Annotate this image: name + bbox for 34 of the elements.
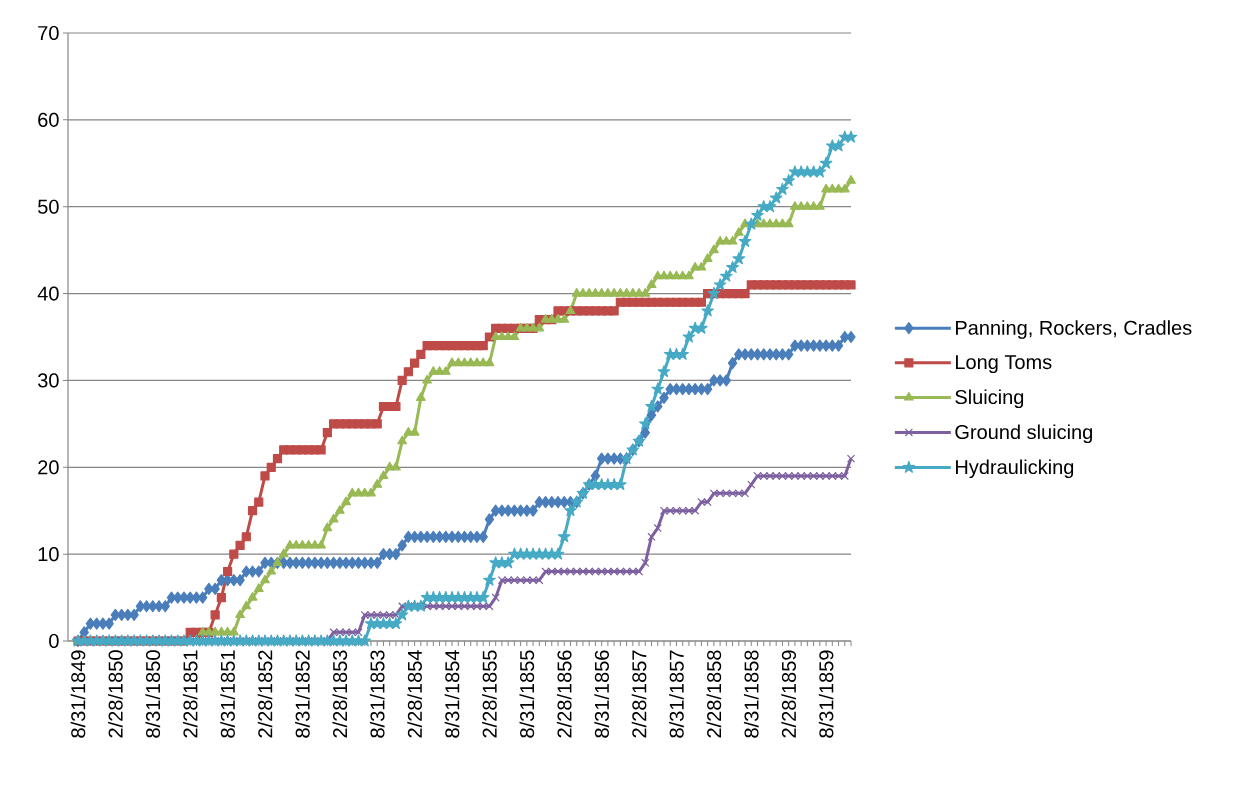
x-tick-label: 8/31/1849 bbox=[70, 650, 86, 738]
x-tick-label: 2/28/1859 bbox=[781, 650, 797, 738]
x-tick-label: 8/31/1853 bbox=[369, 650, 385, 738]
x-tick-label: 8/31/1858 bbox=[743, 650, 759, 738]
y-tick-label: 70 bbox=[38, 25, 59, 41]
x-tick-label: 2/28/1853 bbox=[332, 650, 348, 738]
legend-label: Sluicing bbox=[955, 389, 1024, 409]
x-tick-label: 8/31/1850 bbox=[145, 650, 161, 738]
x-tick-label: 2/28/1854 bbox=[407, 650, 422, 738]
y-tick-label: 40 bbox=[37, 286, 59, 301]
x-tick-label: 2/28/1852 bbox=[257, 650, 273, 738]
legend-label: Ground sluicing bbox=[955, 424, 1092, 444]
x-tick-label: 8/31/1854 bbox=[444, 650, 460, 738]
x-tick-label: 2/28/1858 bbox=[706, 650, 722, 738]
x-tick-label: 2/28/1857 bbox=[631, 650, 647, 738]
y-tick-label: 10 bbox=[38, 547, 59, 562]
x-tick-label: 8/31/1852 bbox=[295, 650, 310, 738]
legend-label: Long Toms bbox=[956, 355, 1052, 374]
x-tick-label: 8/31/1856 bbox=[594, 650, 609, 738]
x-tick-label: 2/28/1855 bbox=[482, 650, 497, 738]
legend-label: Hydraulicking bbox=[956, 459, 1074, 479]
y-tick-label: 30 bbox=[37, 373, 59, 388]
legend-label: Panning, Rockers, Cradles bbox=[956, 320, 1192, 339]
x-tick-label: 2/28/1850 bbox=[108, 650, 123, 738]
x-tick-label: 8/31/1857 bbox=[669, 650, 684, 738]
y-tick-label: 60 bbox=[38, 112, 59, 127]
x-tick-label: 8/31/1855 bbox=[519, 650, 535, 738]
x-tick-label: 8/31/1859 bbox=[818, 650, 834, 738]
y-tick-label: 0 bbox=[49, 633, 59, 649]
x-tick-label: 8/31/1851 bbox=[220, 650, 235, 738]
x-tick-label: 2/28/1851 bbox=[182, 650, 198, 738]
x-tick-label: 2/28/1856 bbox=[556, 650, 572, 738]
y-tick-label: 50 bbox=[38, 199, 59, 214]
y-tick-label: 20 bbox=[38, 460, 59, 475]
